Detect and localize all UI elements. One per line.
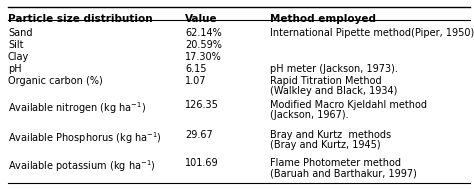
Text: Particle size distribution: Particle size distribution bbox=[8, 14, 153, 24]
Text: 62.14%: 62.14% bbox=[185, 28, 222, 38]
Text: (Jackson, 1967).: (Jackson, 1967). bbox=[270, 110, 348, 120]
Text: (Bray and Kurtz, 1945): (Bray and Kurtz, 1945) bbox=[270, 140, 381, 150]
Text: 17.30%: 17.30% bbox=[185, 52, 222, 62]
Text: Silt: Silt bbox=[8, 40, 24, 50]
Text: 29.67: 29.67 bbox=[185, 130, 213, 140]
Text: Flame Photometer method: Flame Photometer method bbox=[270, 158, 401, 168]
Text: Rapid Titration Method: Rapid Titration Method bbox=[270, 76, 382, 86]
Text: Modified Macro Kjeldahl method: Modified Macro Kjeldahl method bbox=[270, 100, 427, 110]
Text: Clay: Clay bbox=[8, 52, 29, 62]
Text: Available nitrogen (kg ha$^{-1}$): Available nitrogen (kg ha$^{-1}$) bbox=[8, 100, 146, 116]
Text: 101.69: 101.69 bbox=[185, 158, 219, 168]
Text: 20.59%: 20.59% bbox=[185, 40, 222, 50]
Text: 6.15: 6.15 bbox=[185, 64, 207, 74]
Text: pH meter (Jackson, 1973).: pH meter (Jackson, 1973). bbox=[270, 64, 398, 74]
Text: Bray and Kurtz  methods: Bray and Kurtz methods bbox=[270, 130, 391, 140]
Text: Sand: Sand bbox=[8, 28, 33, 38]
Text: Available potassium (kg ha$^{-1}$): Available potassium (kg ha$^{-1}$) bbox=[8, 158, 155, 174]
Text: International Pipette method(Piper, 1950): International Pipette method(Piper, 1950… bbox=[270, 28, 474, 38]
Text: (Walkley and Black, 1934): (Walkley and Black, 1934) bbox=[270, 86, 397, 96]
Text: Value: Value bbox=[185, 14, 218, 24]
Text: 126.35: 126.35 bbox=[185, 100, 219, 110]
Text: Available Phosphorus (kg ha$^{-1}$): Available Phosphorus (kg ha$^{-1}$) bbox=[8, 130, 162, 146]
Text: 1.07: 1.07 bbox=[185, 76, 207, 86]
Text: (Baruah and Barthakur, 1997): (Baruah and Barthakur, 1997) bbox=[270, 168, 417, 178]
Text: Method employed: Method employed bbox=[270, 14, 376, 24]
Text: pH: pH bbox=[8, 64, 22, 74]
Text: Organic carbon (%): Organic carbon (%) bbox=[8, 76, 103, 86]
